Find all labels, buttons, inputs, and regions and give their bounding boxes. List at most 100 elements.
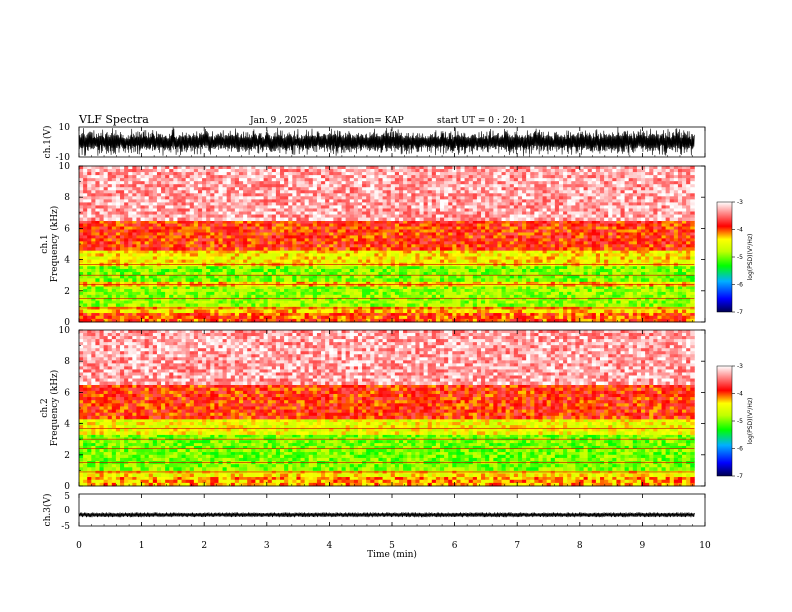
spectrogram-cell xyxy=(308,289,314,293)
spectrogram-cell xyxy=(682,253,687,257)
spectrogram-cell xyxy=(419,265,424,270)
spectrogram-cell xyxy=(333,303,338,307)
spectrogram-cell xyxy=(513,272,519,276)
spectrogram-cell xyxy=(649,281,654,285)
spectrogram-cell xyxy=(600,265,605,270)
spectrogram-cell xyxy=(579,309,584,314)
spectrogram-cell xyxy=(382,268,388,273)
spectrogram-cell xyxy=(107,247,113,251)
spectrogram-cell xyxy=(308,300,314,304)
spectrogram-cell xyxy=(284,315,289,320)
spectrogram-cell xyxy=(284,286,289,290)
spectrogram-cell xyxy=(189,278,195,282)
spectrogram-cell xyxy=(444,309,449,314)
spectrogram-cell xyxy=(103,297,109,302)
spectrogram-cell xyxy=(316,291,322,296)
spectrogram-cell xyxy=(243,256,248,260)
spectrogram-cell xyxy=(165,253,170,257)
spectrogram-cell xyxy=(563,289,568,293)
spectrogram-cell xyxy=(87,232,92,236)
spectrogram-cell xyxy=(624,297,630,302)
spectrogram-cell xyxy=(202,226,207,230)
spectrogram-cell xyxy=(234,297,240,302)
spectrogram-cell xyxy=(595,268,601,273)
spectrogram-cell xyxy=(665,318,671,323)
spectrogram-cell xyxy=(218,303,223,307)
spectrogram-cell xyxy=(103,300,109,304)
spectrogram-cell xyxy=(604,244,609,248)
spectrogram-cell xyxy=(202,278,207,282)
spectrogram-cell xyxy=(624,318,630,323)
spectrogram-cell xyxy=(214,238,219,242)
spectrogram-cell xyxy=(390,291,396,296)
spectrogram-cell xyxy=(448,318,453,323)
spectrogram-cell xyxy=(612,278,617,282)
spectrogram-cell xyxy=(83,278,88,282)
spectrogram-cell xyxy=(489,229,494,233)
spectrogram-cell xyxy=(641,303,646,307)
spectrogram-cell xyxy=(386,294,392,299)
spectrogram-cell xyxy=(202,256,207,260)
spectrogram-cell xyxy=(263,291,269,296)
spectrogram-cell xyxy=(296,256,301,260)
spectrogram-cell xyxy=(210,286,215,290)
spectrogram-cell xyxy=(271,283,277,287)
spectrogram-cell xyxy=(275,318,281,323)
spectrogram-cell xyxy=(390,281,396,285)
spectrogram-cell xyxy=(591,318,597,323)
spectrogram-cell xyxy=(571,268,576,273)
spectrogram-cell xyxy=(505,259,511,264)
spectrogram-cell xyxy=(591,315,597,320)
spectrogram-cell xyxy=(440,289,445,293)
spectrogram-cell xyxy=(485,250,490,254)
spectrogram-cell xyxy=(300,256,306,260)
spectrogram-cell xyxy=(152,286,158,290)
spectrogram-cell xyxy=(374,241,379,245)
spectrogram-cell xyxy=(148,281,154,285)
spectrogram-cell xyxy=(148,253,154,257)
spectrogram-cell xyxy=(624,286,630,290)
spectrogram-cell xyxy=(312,229,318,233)
spectrogram-cell xyxy=(382,265,388,270)
spectrogram-cell xyxy=(419,241,424,245)
spectrogram-cell xyxy=(632,244,638,248)
spectrogram-cell xyxy=(185,278,191,282)
spectrogram-cell xyxy=(103,229,109,233)
spectrogram-cell xyxy=(259,300,265,304)
spectrogram-cell xyxy=(448,315,453,320)
spectrogram-cell xyxy=(595,220,601,224)
spectrogram-cell xyxy=(407,300,412,304)
spectrogram-cell xyxy=(370,250,375,254)
spectrogram-cell xyxy=(661,318,667,323)
spectrogram-cell xyxy=(591,312,597,317)
spectrogram-cell xyxy=(263,309,269,314)
spectrogram-cell xyxy=(567,232,572,236)
spectrogram-cell xyxy=(456,283,461,287)
spectrogram-cell xyxy=(517,297,523,302)
spectrogram-cell xyxy=(468,250,474,254)
spectrogram-cell xyxy=(616,294,621,299)
spectrogram-cell xyxy=(173,318,178,323)
spectrogram-cell xyxy=(522,297,527,302)
spectrogram-cell xyxy=(505,297,511,302)
spectrogram-cell xyxy=(374,244,379,248)
spectrogram-cell xyxy=(132,315,137,320)
spectrogram-cell xyxy=(189,259,195,264)
spectrogram-cell xyxy=(579,289,584,293)
spectrogram-cell xyxy=(370,235,375,239)
spectrogram-cell xyxy=(255,244,260,248)
spectrogram-cell xyxy=(263,259,269,264)
spectrogram-cell xyxy=(616,297,621,302)
spectrogram-cell xyxy=(218,223,223,227)
spectrogram-cell xyxy=(501,278,507,282)
spectrogram-cell xyxy=(390,312,396,317)
spectrogram-cell xyxy=(382,220,388,224)
spectrogram-cell xyxy=(288,315,293,320)
spectrogram-cell xyxy=(144,281,150,285)
spectrogram-cell xyxy=(259,244,265,248)
spectrogram-cell xyxy=(624,244,630,248)
spectrogram-cell xyxy=(534,303,539,307)
spectrogram-cell xyxy=(247,300,252,304)
spectrogram-cell xyxy=(341,312,347,317)
spectrogram-cell xyxy=(558,303,564,307)
